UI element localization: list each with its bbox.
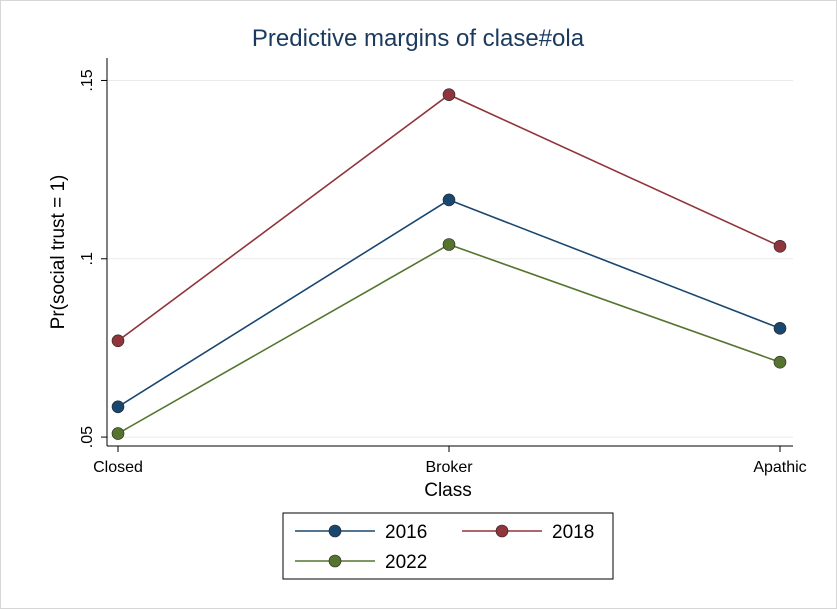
data-point-2022 bbox=[111, 427, 125, 440]
x-axis-title: Class bbox=[424, 480, 472, 501]
chart-title: Predictive margins of clase#ola bbox=[252, 25, 585, 52]
data-point-2018 bbox=[773, 239, 787, 253]
series bbox=[111, 88, 787, 440]
legend-label-2022: 2022 bbox=[385, 552, 427, 573]
legend-label-2018: 2018 bbox=[552, 522, 594, 543]
legend-label-2016: 2016 bbox=[385, 522, 427, 543]
series-line-2018 bbox=[117, 93, 781, 342]
y-axis-title: Pr(social trust = 1) bbox=[48, 175, 69, 330]
x-tick-label: Apathic bbox=[753, 459, 806, 476]
y-tick-label: .05 bbox=[79, 426, 96, 448]
data-point-2016 bbox=[442, 193, 456, 207]
grid-lines bbox=[107, 79, 793, 438]
x-ticks: Closed Broker Apathic bbox=[93, 446, 807, 476]
data-point-2018 bbox=[111, 334, 125, 348]
legend-marker-2016 bbox=[328, 524, 342, 538]
y-ticks: .05 .1 .15 bbox=[79, 69, 107, 448]
data-point-2022 bbox=[773, 355, 787, 369]
y-tick-label: .1 bbox=[79, 252, 96, 265]
legend-box bbox=[282, 512, 614, 580]
series-line-2016 bbox=[117, 199, 781, 408]
legend-marker-2022 bbox=[328, 554, 342, 568]
x-tick-label: Broker bbox=[425, 459, 473, 476]
data-point-2018 bbox=[442, 88, 456, 102]
legend: 2016 2018 2022 bbox=[295, 522, 594, 573]
y-tick-label: .15 bbox=[79, 69, 96, 91]
data-point-2022 bbox=[442, 238, 456, 251]
x-tick-label: Closed bbox=[93, 459, 143, 476]
data-point-2016 bbox=[773, 322, 787, 335]
legend-marker-2018 bbox=[495, 524, 509, 538]
series-line-2022 bbox=[117, 243, 781, 435]
data-point-2016 bbox=[111, 400, 125, 414]
